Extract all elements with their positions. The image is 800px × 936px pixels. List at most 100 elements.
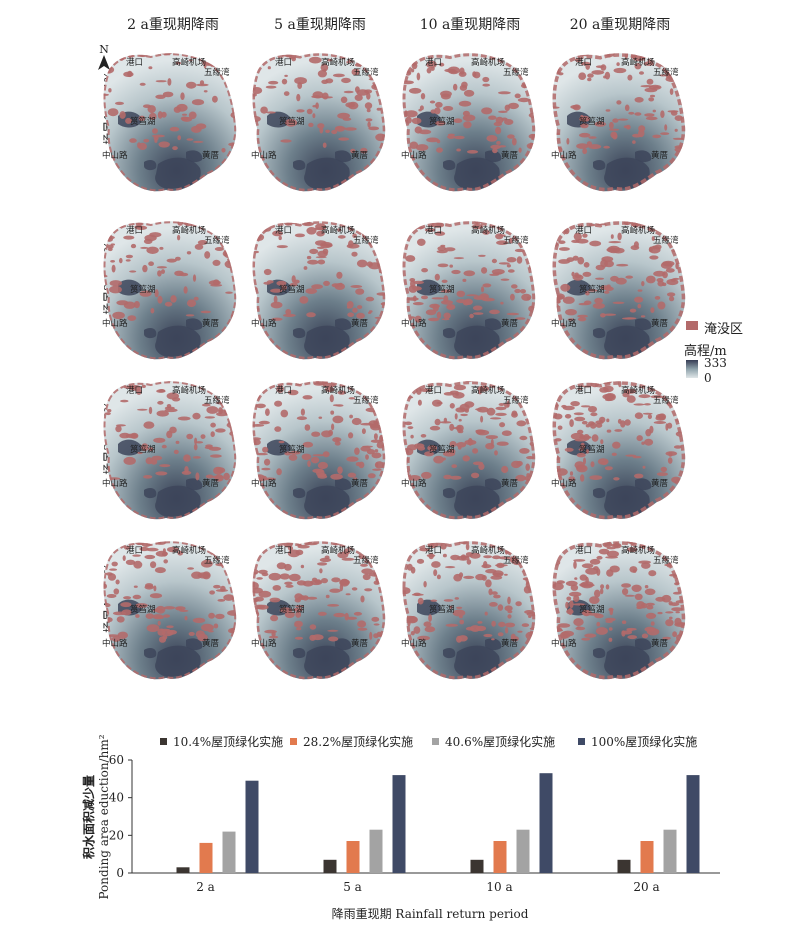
flood-area (327, 604, 340, 607)
place-label-yundang: 筼筜湖 (579, 444, 605, 455)
flood-area (610, 234, 614, 239)
flood-area (498, 91, 511, 95)
flood-area (315, 256, 327, 259)
place-label-wuyuanwan: 五缘湾 (353, 67, 379, 78)
flood-area (197, 240, 208, 245)
flood-area (353, 225, 365, 229)
flood-area (159, 628, 170, 632)
flood-area (557, 56, 561, 59)
flood-area (507, 614, 512, 619)
high-terrain (485, 150, 502, 163)
flood-area (667, 422, 673, 429)
flood-area (574, 274, 582, 279)
flood-area (623, 125, 630, 129)
map-legend: 淹没区 高程/m 333 0 (684, 318, 794, 398)
flood-area (442, 553, 447, 558)
flood-area (183, 454, 191, 462)
flood-area (659, 74, 667, 77)
flood-area (608, 128, 620, 131)
flood-area (121, 381, 133, 383)
flood-area (281, 284, 287, 291)
flood-area (453, 118, 463, 123)
high-terrain (155, 485, 201, 517)
flood-area (350, 285, 363, 288)
flood-area (371, 54, 377, 59)
flood-area (186, 433, 194, 440)
place-label-airport: 高崎机场 (321, 545, 355, 556)
flood-area (515, 317, 526, 320)
high-terrain (304, 157, 350, 189)
flood-area (592, 302, 605, 309)
flood-area (208, 630, 214, 633)
flood-area (583, 300, 592, 305)
flood-area (675, 611, 680, 614)
flood-area (453, 135, 465, 140)
flood-area (288, 454, 298, 461)
flood-area (337, 112, 350, 119)
flood-area (588, 136, 597, 139)
flood-area (167, 78, 172, 86)
flood-area (346, 456, 359, 462)
flood-area (638, 560, 651, 564)
flood-area (367, 473, 376, 479)
flood-area (672, 631, 677, 638)
flood-area (617, 232, 622, 241)
flood-area (610, 131, 618, 139)
flood-area (567, 318, 575, 321)
flood-area (167, 546, 179, 553)
flood-area (657, 301, 666, 310)
flood-area (482, 83, 490, 87)
flood-area (270, 288, 283, 293)
flood-area (348, 240, 354, 248)
flood-area (376, 107, 382, 111)
place-label-wuyuanwan: 五缘湾 (204, 235, 230, 246)
flood-area (212, 382, 226, 386)
flood-area (456, 606, 463, 609)
flood-area (325, 594, 330, 599)
high-terrain (604, 157, 650, 189)
flood-area (454, 413, 458, 420)
flood-area (504, 573, 508, 576)
flood-area (175, 607, 182, 611)
map-scenario-2-col-1: 港口 高崎机场 五缘湾 筼筜湖 中山路 黄厝 (96, 212, 246, 362)
flood-area (360, 446, 371, 452)
flood-area (211, 229, 217, 233)
flood-area (133, 585, 138, 588)
flood-area (558, 247, 570, 251)
flood-area (440, 289, 452, 293)
flood-area (176, 103, 188, 112)
flood-area (166, 625, 174, 629)
map-scenario-4-col-3: 港口 高崎机场 五缘湾 筼筜湖 中山路 黄厝 (395, 532, 545, 682)
flood-area (504, 622, 516, 628)
flood-area (600, 439, 604, 445)
flood-area (370, 423, 380, 429)
flood-area (612, 301, 625, 304)
flood-area (170, 295, 177, 303)
flood-area (164, 301, 173, 307)
flood-area (594, 589, 601, 598)
flood-area (341, 557, 355, 561)
flood-area (347, 312, 355, 317)
flood-area (443, 474, 452, 480)
flood-area (458, 572, 464, 578)
place-label-gangkou: 港口 (425, 385, 442, 396)
flood-area (366, 261, 373, 267)
legend-swatch (160, 738, 167, 745)
flood-area (308, 122, 314, 128)
flood-area (355, 288, 365, 295)
flood-area (156, 266, 167, 269)
flood-area (604, 260, 614, 268)
flood-area (175, 61, 182, 65)
flood-area (252, 381, 257, 384)
flood-area (672, 382, 680, 388)
flood-area (679, 84, 686, 92)
flood-area (569, 471, 574, 476)
flood-area (256, 452, 268, 456)
flood-area (573, 232, 582, 241)
flood-area (674, 128, 678, 132)
flood-area (274, 400, 283, 407)
flood-area (491, 620, 496, 627)
flood-area (557, 425, 563, 430)
flood-area (208, 547, 220, 552)
flood-area (416, 72, 421, 81)
